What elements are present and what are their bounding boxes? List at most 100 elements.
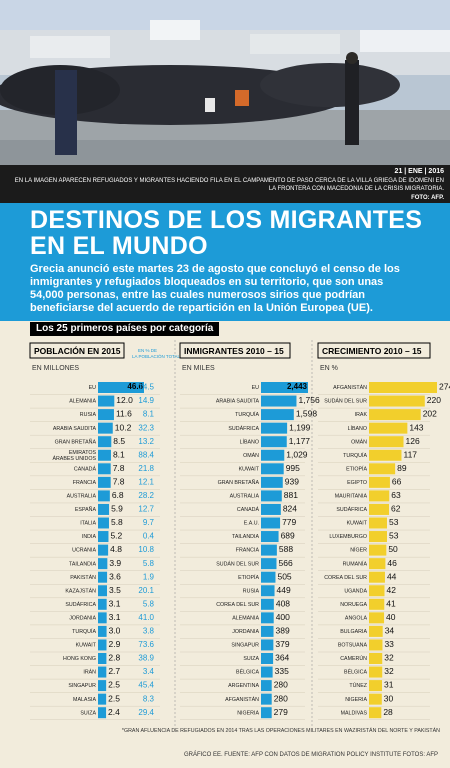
bar-growth bbox=[369, 531, 387, 543]
bar-immigrants bbox=[261, 585, 275, 597]
caption-text: EN LA IMAGEN APARECEN REFUGIADOS Y MIGRA… bbox=[14, 177, 444, 193]
bar-immigrants bbox=[261, 409, 294, 421]
category-label: ÁRABES UNIDOS bbox=[52, 455, 96, 462]
bar-population bbox=[98, 666, 107, 678]
value-label: 408 bbox=[276, 598, 290, 608]
category-label: KAZAJSTÁN bbox=[65, 587, 96, 594]
value-label: 11.6 bbox=[116, 409, 132, 419]
bar-population bbox=[98, 476, 111, 488]
value-label: 8.1 bbox=[113, 449, 125, 459]
category-label: RUMANÍA bbox=[343, 560, 368, 567]
bar-immigrants bbox=[261, 463, 284, 475]
bar-population bbox=[98, 571, 108, 583]
value-label: 50 bbox=[388, 544, 398, 554]
category-label: NÍGER bbox=[350, 547, 367, 554]
value-label: 1,029 bbox=[286, 449, 308, 459]
percent-label: 0.4 bbox=[143, 532, 155, 541]
value-label: 28 bbox=[383, 707, 393, 717]
percent-label: 20.1 bbox=[138, 586, 154, 595]
category-label: IRÁN bbox=[83, 669, 96, 676]
percent-label: 73.6 bbox=[138, 640, 154, 649]
caption-credit: FOTO: AFP. bbox=[411, 194, 444, 201]
category-label: UGANDA bbox=[344, 588, 367, 594]
value-label: 1,177 bbox=[289, 436, 311, 446]
value-label: 34 bbox=[385, 626, 395, 636]
percent-label: 3.8 bbox=[143, 627, 155, 636]
category-label: COREA DEL SUR bbox=[216, 602, 259, 608]
category-label: MALDIVAS bbox=[341, 710, 368, 716]
category-label: TURQUÍA bbox=[235, 411, 259, 418]
bar-growth bbox=[369, 653, 383, 664]
bar-population bbox=[98, 693, 107, 705]
value-label: 7.8 bbox=[113, 463, 125, 473]
bar-population bbox=[98, 707, 107, 719]
percent-label: 12.7 bbox=[138, 505, 154, 514]
photo-caption: 21 | ENE | 2016 EN LA IMAGEN APARECEN RE… bbox=[0, 165, 450, 203]
percent-label: 9.7 bbox=[143, 518, 155, 527]
category-label: PAKISTÁN bbox=[70, 574, 96, 581]
percent-label: 8.3 bbox=[143, 694, 155, 703]
category-label: FRANCIA bbox=[73, 480, 97, 486]
bar-population bbox=[98, 653, 107, 664]
value-label: 2.8 bbox=[108, 653, 120, 663]
percent-label: 10.8 bbox=[138, 545, 154, 554]
category-label: SINGAPUR bbox=[68, 683, 96, 689]
category-label: ARABIA SAUDITA bbox=[216, 399, 260, 405]
bar-population bbox=[98, 544, 109, 556]
chart-title-population: POBLACIÓN EN 2015 bbox=[34, 345, 121, 356]
bar-growth bbox=[369, 422, 408, 434]
category-label: BÉLGICA bbox=[236, 669, 259, 676]
percent-label: 38.9 bbox=[138, 654, 154, 663]
bar-immigrants bbox=[261, 476, 283, 488]
category-label: JORDANIA bbox=[232, 629, 259, 635]
bar-population bbox=[98, 490, 110, 502]
category-label: BÉLGICA bbox=[344, 669, 367, 676]
bar-growth bbox=[369, 693, 382, 705]
category-label: CANADÁ bbox=[237, 506, 260, 513]
category-label: NIGERIA bbox=[237, 710, 259, 716]
bar-growth bbox=[369, 449, 402, 461]
bar-immigrants bbox=[261, 558, 277, 570]
value-label: 4.8 bbox=[110, 544, 122, 554]
percent-label: 14.9 bbox=[138, 396, 154, 405]
category-label: KUWAIT bbox=[239, 466, 260, 472]
bar-population bbox=[98, 395, 115, 407]
page-title-line2: EN EL MUNDO bbox=[30, 232, 208, 260]
category-label: NIGERIA bbox=[345, 697, 367, 703]
chart-title-box bbox=[29, 342, 125, 359]
value-label: 46.6 bbox=[127, 382, 143, 391]
page-title-line1: DESTINOS DE LOS MIGRANTES bbox=[30, 206, 423, 234]
value-label: 689 bbox=[281, 531, 295, 541]
value-label: 53 bbox=[389, 517, 399, 527]
intro-text: Grecia anunció este martes 23 de agosto … bbox=[30, 263, 400, 314]
bar-growth bbox=[369, 585, 385, 597]
bar-immigrants bbox=[261, 653, 274, 664]
value-label: 824 bbox=[283, 504, 297, 514]
value-label: 2.4 bbox=[108, 707, 120, 717]
value-label: 63 bbox=[391, 490, 401, 500]
value-label: 505 bbox=[277, 571, 291, 581]
bar-growth bbox=[369, 409, 421, 421]
growth-footnote: *GRAN AFLUENCIA DE REFUGIADOS EN 2014 TR… bbox=[122, 727, 440, 734]
bar-population bbox=[98, 517, 109, 529]
bar-growth bbox=[369, 707, 382, 719]
value-label: 2.5 bbox=[108, 680, 120, 690]
chart-title-growth: CRECIMIENTO 2010 – 15 bbox=[322, 346, 422, 356]
bar-immigrants bbox=[261, 693, 272, 705]
bar-immigrants bbox=[261, 490, 282, 502]
bar-immigrants bbox=[261, 639, 274, 651]
category-label: CAMERÚN bbox=[340, 655, 367, 662]
category-label: AUSTRALIA bbox=[230, 494, 260, 500]
category-label: AUSTRALIA bbox=[67, 494, 97, 500]
bar-population bbox=[98, 598, 107, 610]
value-label: 33 bbox=[384, 639, 394, 649]
value-label: 7.8 bbox=[113, 476, 125, 486]
percent-label: 28.2 bbox=[138, 491, 154, 500]
value-label: 335 bbox=[275, 666, 289, 676]
value-label: 939 bbox=[285, 476, 299, 486]
category-label: AFGANISTÁN bbox=[333, 384, 367, 391]
value-label: 10.2 bbox=[115, 422, 132, 432]
bar-growth bbox=[369, 503, 390, 515]
category-label: NORUEGA bbox=[340, 602, 367, 608]
value-label: 779 bbox=[282, 517, 296, 527]
